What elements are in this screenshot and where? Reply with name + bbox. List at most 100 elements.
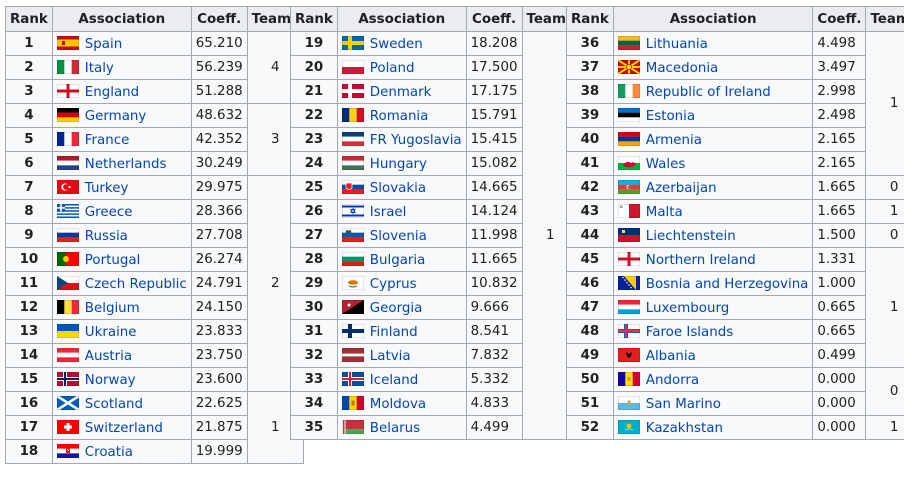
header-association[interactable]: Association xyxy=(51,6,192,32)
association-link[interactable]: Macedonia xyxy=(645,60,719,76)
association-link[interactable]: Kazakhstan xyxy=(645,420,723,436)
association-link[interactable]: Ukraine xyxy=(84,324,137,340)
rank-cell: 13 xyxy=(5,319,53,344)
rank-cell: 47 xyxy=(566,295,614,320)
association-link[interactable]: Malta xyxy=(645,204,683,220)
association-link[interactable]: Bulgaria xyxy=(369,252,426,268)
rank-cell: 31 xyxy=(290,319,338,344)
association-link[interactable]: Georgia xyxy=(369,300,423,316)
association-link[interactable]: Greece xyxy=(84,204,133,220)
association-link[interactable]: Lithuania xyxy=(645,36,708,52)
association-link[interactable]: Wales xyxy=(645,156,686,172)
association-link[interactable]: Slovakia xyxy=(369,180,427,196)
association-link[interactable]: Estonia xyxy=(645,108,696,124)
belgium-flag-icon xyxy=(56,299,79,314)
germany-flag-icon xyxy=(56,107,79,122)
association-link[interactable]: Poland xyxy=(369,60,415,76)
table-row: 36 Lithuania 4.498 1 xyxy=(566,31,904,176)
header-teams[interactable]: Teams xyxy=(865,6,904,32)
scotland-flag-icon xyxy=(56,395,79,410)
header-coeff[interactable]: Coeff. xyxy=(190,6,248,32)
association-link[interactable]: Cyprus xyxy=(369,276,417,292)
association-link[interactable]: Iceland xyxy=(369,372,419,388)
rank-cell: 48 xyxy=(566,319,614,344)
table-row: 52 Kazakhstan 0.000 1 xyxy=(566,415,904,440)
header-association[interactable]: Association xyxy=(336,6,467,32)
association-link[interactable]: Armenia xyxy=(645,132,702,148)
association-link[interactable]: Netherlands xyxy=(84,156,167,172)
coefficient-cell: 4.499 xyxy=(465,415,523,440)
table-row: 5 France 42.352 xyxy=(5,127,304,152)
association-link[interactable]: Czech Republic xyxy=(84,276,187,292)
association-link[interactable]: Liechtenstein xyxy=(645,228,736,244)
association-link[interactable]: Denmark xyxy=(369,84,432,100)
association-link[interactable]: Slovenia xyxy=(369,228,427,244)
rank-cell: 25 xyxy=(290,175,338,200)
association-link[interactable]: Israel xyxy=(369,204,407,220)
association-link[interactable]: Moldova xyxy=(369,396,427,412)
rank-cell: 38 xyxy=(566,79,614,104)
hungary-flag-icon xyxy=(341,155,364,170)
association-link[interactable]: Portugal xyxy=(84,252,141,268)
poland-flag-icon xyxy=(341,59,364,74)
table-row: 1 Spain 65.210 4 xyxy=(5,31,305,104)
header-coeff[interactable]: Coeff. xyxy=(812,6,867,32)
table-row: 22 Romania 15.791 xyxy=(290,103,579,128)
association-link[interactable]: Italy xyxy=(84,60,114,76)
association-link[interactable]: FR Yugoslavia xyxy=(369,132,462,148)
association-link[interactable]: Finland xyxy=(369,324,418,340)
rank-cell: 14 xyxy=(5,343,53,368)
table-row: 16 Scotland 22.625 1 xyxy=(5,391,305,464)
association-link[interactable]: Azerbaijan xyxy=(645,180,717,196)
greece-flag-icon xyxy=(56,203,79,218)
header-rank[interactable]: Rank xyxy=(566,6,614,32)
table-row: 48 Faroe Islands 0.665 xyxy=(566,319,904,344)
association-link[interactable]: Austria xyxy=(84,348,133,364)
association-link[interactable]: Croatia xyxy=(84,444,133,460)
association-link[interactable]: San Marino xyxy=(645,396,721,412)
association-link[interactable]: Bosnia and Herzegovina xyxy=(645,276,809,292)
association-link[interactable]: France xyxy=(84,132,130,148)
association-link[interactable]: Romania xyxy=(369,108,429,124)
northern-ireland-flag-icon xyxy=(617,251,640,266)
association-link[interactable]: England xyxy=(84,84,140,100)
association-link[interactable]: Russia xyxy=(84,228,128,244)
teams-cell: 1 xyxy=(865,247,904,368)
association-link[interactable]: Belgium xyxy=(84,300,140,316)
coefficient-cell: 1.665 xyxy=(812,199,867,224)
header-coeff[interactable]: Coeff. xyxy=(465,6,523,32)
coefficient-cell: 0.665 xyxy=(812,319,867,344)
association-link[interactable]: Republic of Ireland xyxy=(645,84,771,100)
iceland-flag-icon xyxy=(341,371,364,386)
rank-cell: 23 xyxy=(290,127,338,152)
association-link[interactable]: Faroe Islands xyxy=(645,324,734,340)
association-link[interactable]: Spain xyxy=(84,36,123,52)
association-cell: Wales xyxy=(612,151,814,176)
table-row: 17 Switzerland 21.875 xyxy=(5,415,304,440)
header-association[interactable]: Association xyxy=(612,6,814,32)
association-cell: Bulgaria xyxy=(336,247,467,272)
association-link[interactable]: Switzerland xyxy=(84,420,163,436)
association-cell: Germany xyxy=(51,103,192,128)
association-link[interactable]: Sweden xyxy=(369,36,423,52)
association-link[interactable]: Belarus xyxy=(369,420,421,436)
association-link[interactable]: Latvia xyxy=(369,348,411,364)
coefficient-cell: 3.497 xyxy=(812,55,867,80)
association-cell: Finland xyxy=(336,319,467,344)
coefficient-cell: 23.600 xyxy=(190,367,248,392)
association-link[interactable]: Germany xyxy=(84,108,147,124)
association-link[interactable]: Andorra xyxy=(645,372,700,388)
rank-cell: 18 xyxy=(5,439,53,464)
header-rank[interactable]: Rank xyxy=(290,6,338,32)
association-link[interactable]: Luxembourg xyxy=(645,300,730,316)
coefficient-cell: 8.541 xyxy=(465,319,523,344)
association-link[interactable]: Norway xyxy=(84,372,136,388)
association-link[interactable]: Scotland xyxy=(84,396,144,412)
header-rank[interactable]: Rank xyxy=(5,6,53,32)
rank-cell: 26 xyxy=(290,199,338,224)
association-link[interactable]: Turkey xyxy=(84,180,129,196)
association-link[interactable]: Northern Ireland xyxy=(645,252,756,268)
association-link[interactable]: Albania xyxy=(645,348,696,364)
association-link[interactable]: Hungary xyxy=(369,156,427,172)
table-row: 4 Germany 48.632 3 xyxy=(5,103,305,176)
